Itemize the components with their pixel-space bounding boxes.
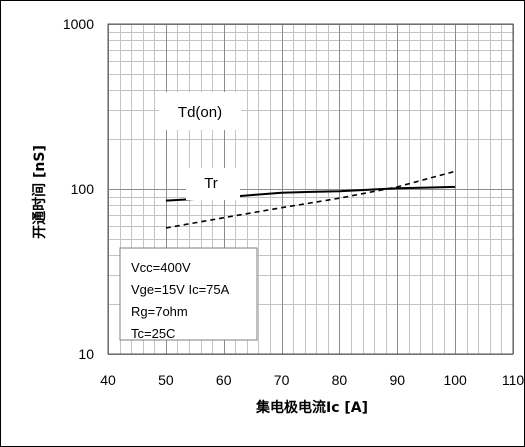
condition-vge-ic: Vge=15V Ic=75A <box>131 282 230 297</box>
plot-area <box>107 23 514 355</box>
x-tick-label: 80 <box>332 372 348 388</box>
condition-vcc: Vcc=400V <box>131 260 191 275</box>
x-tick-label: 70 <box>274 372 290 388</box>
x-tick-label: 40 <box>100 372 116 388</box>
y-tick-label: 1000 <box>63 16 94 32</box>
series-labels: Td(on) Tr <box>159 92 241 200</box>
y-tick-label: 100 <box>71 181 95 197</box>
x-tick-label: 100 <box>443 372 467 388</box>
x-tick-labels: 40 50 60 70 80 90 100 110 <box>100 372 524 388</box>
x-tick-label: 90 <box>389 372 405 388</box>
y-tick-labels: 10 100 1000 <box>63 16 94 362</box>
x-tick-label: 50 <box>158 372 174 388</box>
conditions-legend: Vcc=400V Vge=15V Ic=75A Rg=7ohm Tc=25C <box>119 247 258 341</box>
y-tick-label: 10 <box>78 346 94 362</box>
series-label-td-on-bg <box>159 92 241 130</box>
series-label-tr: Tr <box>204 175 218 192</box>
condition-tc: Tc=25C <box>131 326 175 341</box>
conditions-box <box>119 247 258 341</box>
series-label-td-on: Td(on) <box>178 104 222 121</box>
series-line-tr <box>165 170 456 229</box>
x-tick-label: 110 <box>502 372 525 388</box>
y-axis-title: 开通时间 [nS] <box>31 145 48 239</box>
x-axis-title: 集电极电流Ic [A] <box>255 399 368 416</box>
series-label-tr-bg <box>186 168 240 200</box>
condition-rg: Rg=7ohm <box>131 304 188 319</box>
x-tick-label: 60 <box>216 372 232 388</box>
